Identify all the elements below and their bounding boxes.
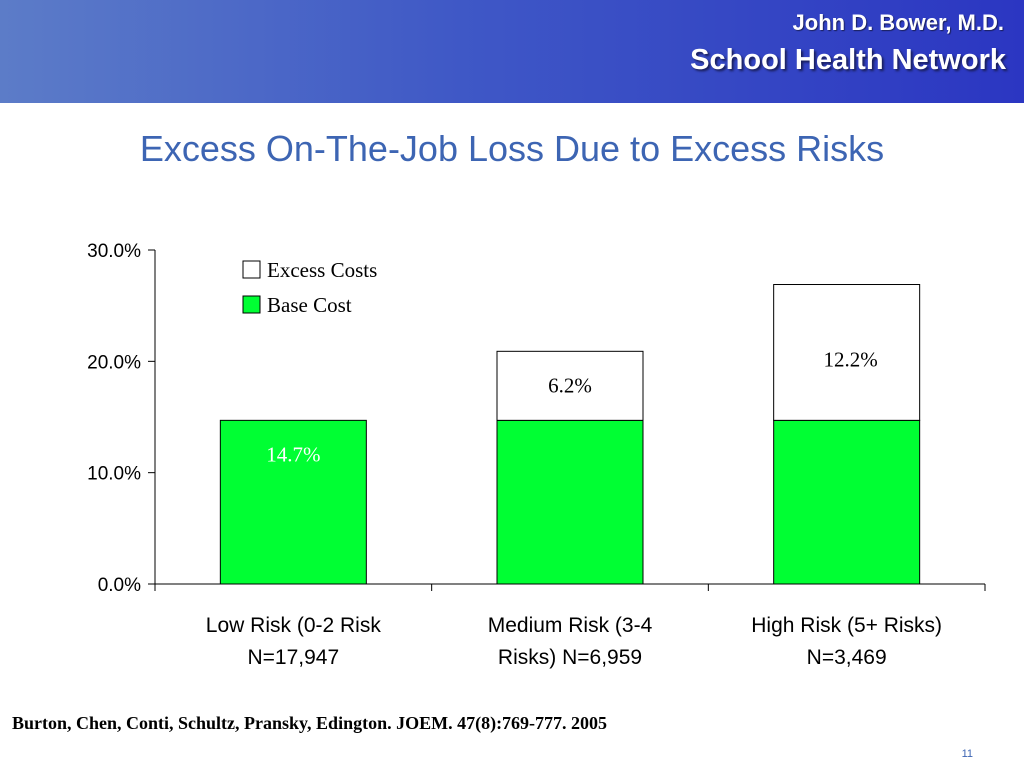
page-number: 11	[961, 748, 973, 760]
legend-swatch	[242, 295, 261, 314]
header-banner: John D. Bower, M.D. School Health Networ…	[0, 0, 1024, 103]
x-category-label: N=3,469	[807, 646, 887, 669]
organization-name: School Health Network	[690, 44, 1006, 76]
bar-excess-costs	[773, 284, 921, 421]
bar-base-cost	[496, 419, 644, 585]
x-category-label: Risks) N=6,959	[498, 646, 642, 669]
legend-label: Excess Costs	[267, 258, 377, 282]
bar-base-cost	[773, 419, 921, 585]
slide-title: Excess On-The-Job Loss Due to Excess Ris…	[139, 128, 885, 169]
x-category-label: N=17,947	[247, 646, 339, 669]
x-category-label: High Risk (5+ Risks)	[751, 614, 942, 637]
legend-swatch	[242, 260, 261, 279]
data-label: 6.2%	[548, 373, 592, 397]
x-category-label: Medium Risk (3-4	[488, 614, 653, 637]
y-tick-label: 0.0%	[98, 575, 141, 596]
y-tick-label: 10.0%	[87, 464, 141, 485]
y-tick-label: 20.0%	[87, 352, 141, 373]
bar-base-cost	[219, 419, 367, 585]
author-name: John D. Bower, M.D.	[792, 10, 1004, 35]
y-tick-label: 30.0%	[87, 241, 141, 262]
bar-excess-costs	[496, 350, 644, 421]
x-category-label: Low Risk (0-2 Risk	[206, 614, 382, 637]
legend-label: Base Cost	[267, 293, 352, 317]
data-label: 14.7%	[266, 442, 320, 466]
citation: Burton, Chen, Conti, Schultz, Pransky, E…	[12, 713, 608, 733]
data-label: 12.2%	[824, 348, 878, 372]
